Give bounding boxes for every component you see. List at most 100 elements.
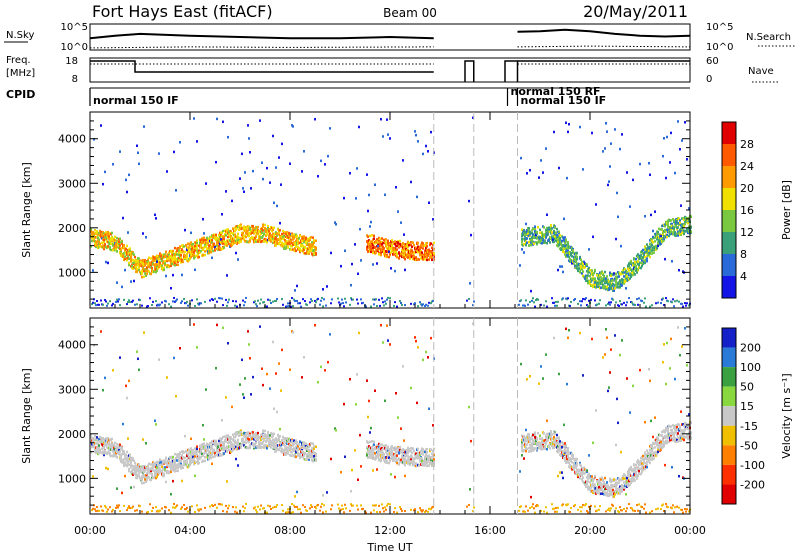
power-cell bbox=[310, 236, 312, 239]
power-cell bbox=[302, 249, 304, 253]
power-cell bbox=[269, 228, 271, 231]
power-cell bbox=[144, 262, 146, 265]
power-cell bbox=[387, 296, 389, 299]
velocity-cell bbox=[198, 461, 200, 465]
velocity-cell bbox=[297, 448, 299, 452]
power-cell bbox=[540, 159, 542, 162]
power-cell bbox=[273, 226, 275, 230]
power-cell bbox=[99, 245, 101, 248]
power-cell bbox=[674, 171, 676, 175]
velocity-cell bbox=[139, 505, 141, 508]
power-cell bbox=[286, 240, 288, 243]
power-cell bbox=[252, 169, 254, 173]
power-cell bbox=[378, 253, 380, 256]
power-cell bbox=[202, 248, 204, 252]
velocity-cell bbox=[300, 511, 302, 514]
power-cell bbox=[380, 245, 382, 248]
power-cell bbox=[250, 187, 252, 190]
velocity-cell bbox=[272, 506, 274, 509]
power-cell bbox=[430, 249, 432, 253]
velocity-cell bbox=[166, 463, 168, 467]
power-cell bbox=[315, 301, 317, 304]
power-cell bbox=[276, 204, 278, 208]
power-cell bbox=[637, 253, 639, 256]
power-cell bbox=[593, 283, 595, 287]
nave-label: Nave bbox=[748, 66, 774, 77]
power-cell bbox=[534, 225, 536, 228]
power-cell bbox=[655, 302, 657, 305]
power-cell bbox=[343, 196, 345, 200]
velocity-cell bbox=[290, 454, 292, 457]
power-cell bbox=[264, 223, 266, 227]
power-cell bbox=[582, 168, 584, 171]
power-cell bbox=[631, 262, 633, 265]
power-cell bbox=[607, 278, 609, 281]
velocity-cell bbox=[225, 440, 227, 443]
velocity-cell bbox=[217, 446, 219, 449]
velocity-cell bbox=[146, 478, 148, 482]
power-cell bbox=[207, 241, 209, 245]
power-cell bbox=[223, 235, 225, 238]
power-cell bbox=[530, 243, 532, 247]
power-cell bbox=[150, 272, 152, 276]
power-cell bbox=[598, 285, 600, 289]
velocity-cell bbox=[269, 434, 271, 437]
power-cell bbox=[307, 237, 309, 241]
velocity-cell bbox=[107, 451, 109, 454]
power-cell bbox=[427, 304, 429, 307]
velocity-cell bbox=[287, 448, 289, 451]
power-cell bbox=[545, 300, 547, 303]
power-cell bbox=[322, 288, 324, 291]
power-cell bbox=[524, 304, 526, 307]
velocity-cell bbox=[173, 502, 175, 505]
velocity-cell bbox=[156, 460, 158, 464]
power-cell bbox=[558, 166, 560, 170]
power-cell bbox=[215, 238, 217, 242]
velocity-cell bbox=[232, 506, 234, 509]
power-cell bbox=[640, 254, 642, 257]
velocity-cell bbox=[215, 439, 217, 443]
power-cell bbox=[177, 260, 179, 264]
power-cell bbox=[432, 299, 434, 302]
power-cell bbox=[285, 247, 287, 250]
velocity-cell bbox=[136, 473, 138, 477]
power-cell bbox=[216, 242, 218, 245]
power-cell bbox=[684, 302, 686, 305]
power-cell bbox=[102, 244, 104, 247]
power-cell bbox=[524, 233, 526, 237]
power-cell bbox=[156, 260, 158, 263]
power-cell bbox=[686, 302, 688, 305]
power-cell bbox=[102, 303, 104, 306]
power-cell bbox=[184, 250, 186, 254]
power-cell bbox=[208, 246, 210, 250]
power-cell bbox=[292, 125, 294, 128]
power-cell bbox=[124, 255, 126, 258]
power-cell bbox=[611, 297, 613, 300]
velocity-cell bbox=[165, 506, 167, 509]
power-cell bbox=[627, 267, 629, 271]
freq-gap-marker-0 bbox=[464, 60, 475, 82]
power-cell bbox=[553, 301, 555, 304]
power-cell bbox=[343, 305, 345, 308]
power-cell bbox=[563, 246, 565, 250]
velocity-cell bbox=[196, 447, 198, 451]
power-cell bbox=[144, 264, 146, 267]
power-cell bbox=[565, 247, 567, 251]
power-cell bbox=[205, 245, 207, 248]
power-cell bbox=[421, 251, 423, 254]
velocity-cell bbox=[272, 438, 274, 442]
power-cell bbox=[161, 264, 163, 268]
power-cell bbox=[528, 244, 530, 247]
power-cell bbox=[525, 243, 527, 247]
power-cell bbox=[152, 300, 154, 303]
power-cell bbox=[550, 225, 552, 228]
power-cell bbox=[397, 210, 399, 213]
power-cell bbox=[216, 117, 218, 121]
power-cell bbox=[650, 213, 652, 217]
power-cell bbox=[526, 229, 528, 232]
power-cell bbox=[220, 233, 222, 237]
power-cell bbox=[287, 242, 289, 245]
velocity-cell bbox=[91, 445, 93, 449]
velocity-cell bbox=[272, 340, 274, 344]
